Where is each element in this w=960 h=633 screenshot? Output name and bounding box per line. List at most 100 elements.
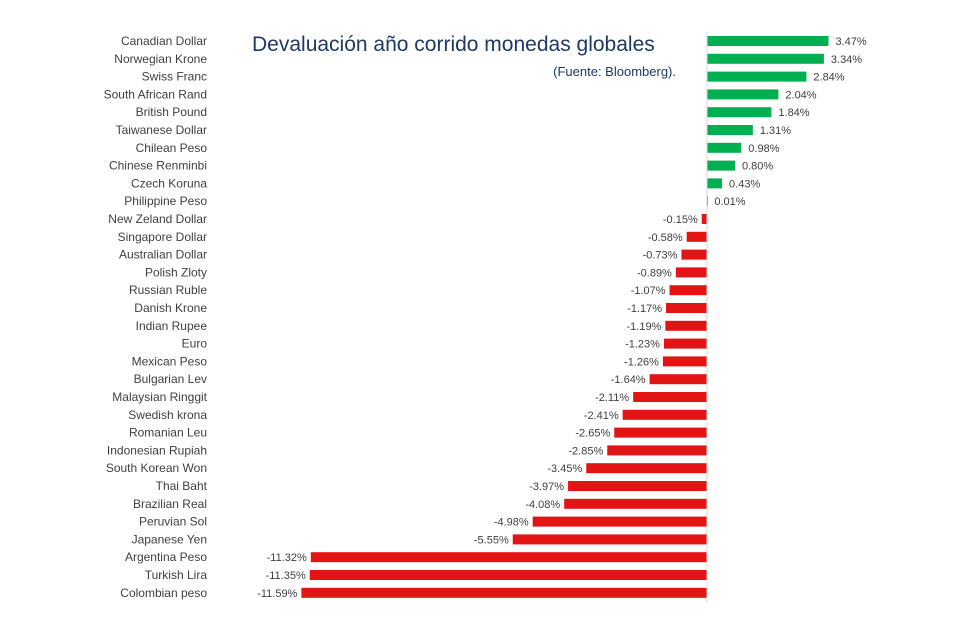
bar-argentina-peso bbox=[310, 552, 707, 563]
category-labels: Canadian Dollar Norwegian Krone Swiss Fran… bbox=[104, 34, 208, 600]
bar-colombian-peso bbox=[301, 587, 707, 598]
category-label: Brazilian Real bbox=[133, 497, 207, 511]
value-labels: 3.47% 3.34% 2.84% 2.04% 1.84% 1.31% 0.98% 0.80%… bbox=[257, 36, 867, 600]
bar-japanese-yen bbox=[512, 534, 707, 545]
bar-british-pound bbox=[707, 107, 772, 118]
category-label: Bulgarian Lev bbox=[134, 372, 207, 386]
data-label: -0.58% bbox=[648, 232, 683, 244]
category-label: Thai Baht bbox=[156, 479, 208, 493]
data-label: -4.98% bbox=[494, 517, 529, 529]
bar-thai-baht bbox=[568, 481, 707, 491]
data-label: -3.45% bbox=[547, 463, 582, 475]
category-label: Malaysian Ringgit bbox=[112, 390, 207, 404]
bar-indonesian-rupiah bbox=[607, 445, 707, 456]
category-label: Swedish krona bbox=[128, 408, 207, 422]
bar-swiss-franc bbox=[707, 71, 807, 82]
bar-new-zeland-dollar bbox=[701, 214, 707, 224]
category-label: South Korean Won bbox=[106, 461, 207, 475]
data-label: 0.01% bbox=[714, 196, 745, 208]
chart-subtitle: (Fuente: Bloomberg). bbox=[553, 64, 676, 79]
bar-chilean-peso bbox=[707, 142, 742, 153]
data-label: -1.64% bbox=[611, 374, 646, 386]
category-label: Philippine Peso bbox=[124, 194, 207, 208]
data-label: -2.65% bbox=[575, 428, 610, 440]
bar-polish-zloty bbox=[675, 267, 707, 278]
bar-mexican-peso bbox=[662, 356, 707, 367]
category-label: Chinese Renminbi bbox=[109, 159, 207, 173]
category-label: Polish Zloty bbox=[145, 265, 207, 279]
category-label: British Pound bbox=[136, 105, 207, 119]
bar-canadian-dollar bbox=[707, 36, 829, 46]
bar-malaysian-ringgit bbox=[633, 392, 707, 402]
data-label: -0.15% bbox=[663, 214, 698, 226]
bar-south-african-rand bbox=[707, 89, 779, 100]
data-label: -0.89% bbox=[637, 267, 672, 279]
bar-norwegian-krone bbox=[707, 53, 824, 64]
data-label: 2.04% bbox=[785, 89, 816, 101]
category-label: Taiwanese Dollar bbox=[116, 123, 207, 137]
category-label: Peruvian Sol bbox=[139, 515, 207, 529]
bar-russian-ruble bbox=[669, 285, 707, 296]
category-label: Swiss Franc bbox=[142, 70, 207, 84]
data-label: -1.17% bbox=[627, 303, 662, 315]
category-label: Romanian Leu bbox=[129, 426, 207, 440]
data-label: -1.19% bbox=[626, 321, 661, 333]
data-label: -4.08% bbox=[525, 499, 560, 511]
category-label: South African Rand bbox=[104, 87, 207, 101]
bar-turkish-lira bbox=[309, 570, 707, 580]
data-label: -5.55% bbox=[474, 534, 509, 546]
data-label: -2.41% bbox=[584, 410, 619, 422]
category-label: Russian Ruble bbox=[129, 283, 207, 297]
data-label: 3.34% bbox=[831, 54, 862, 66]
category-label: Canadian Dollar bbox=[121, 34, 207, 48]
data-label: 3.47% bbox=[835, 36, 866, 48]
category-label: Euro bbox=[182, 337, 208, 351]
category-label: Singapore Dollar bbox=[118, 230, 207, 244]
category-label: Japanese Yen bbox=[132, 532, 207, 546]
category-label: Chilean Peso bbox=[136, 141, 208, 155]
bar-peruvian-sol bbox=[532, 516, 707, 527]
category-label: Australian Dollar bbox=[119, 248, 207, 262]
category-label: Mexican Peso bbox=[132, 354, 208, 368]
bar-chinese-renminbi bbox=[707, 160, 735, 171]
data-label: 2.84% bbox=[813, 72, 844, 84]
data-label: -1.07% bbox=[631, 285, 666, 297]
category-label: Czech Koruna bbox=[131, 176, 207, 190]
bar-brazilian-real bbox=[564, 498, 707, 509]
category-label: Indonesian Rupiah bbox=[107, 443, 207, 457]
bar-bulgarian-lev bbox=[649, 374, 707, 385]
bar-singapore-dollar bbox=[686, 231, 707, 242]
bar-euro bbox=[663, 338, 707, 349]
bar-south-korean-won bbox=[586, 463, 707, 474]
bar-swedish-krona bbox=[622, 409, 707, 420]
data-label: -1.26% bbox=[624, 356, 659, 368]
data-label: 0.98% bbox=[748, 143, 779, 155]
chart-title: Devaluación año corrido monedas globales bbox=[252, 33, 655, 56]
bar-danish-krone bbox=[666, 303, 707, 313]
bar-taiwanese-dollar bbox=[707, 125, 753, 135]
category-label: Norwegian Krone bbox=[114, 52, 207, 66]
data-label: -11.35% bbox=[266, 570, 306, 582]
bar-czech-koruna bbox=[707, 178, 723, 189]
bar-romanian-leu bbox=[614, 427, 707, 438]
category-label: Danish Krone bbox=[134, 301, 207, 315]
data-label: 0.43% bbox=[729, 178, 760, 190]
category-label: Turkish Lira bbox=[145, 568, 208, 582]
data-label: -2.11% bbox=[595, 392, 629, 404]
data-label: 1.84% bbox=[778, 107, 809, 119]
bar-group bbox=[301, 36, 829, 598]
category-label: Argentina Peso bbox=[125, 550, 207, 564]
bar-australian-dollar bbox=[681, 249, 707, 260]
category-label: Indian Rupee bbox=[136, 319, 208, 333]
data-label: -11.32% bbox=[267, 552, 307, 564]
data-label: 0.80% bbox=[742, 161, 773, 173]
data-label: -2.85% bbox=[568, 445, 603, 457]
category-label: Colombian peso bbox=[120, 586, 207, 600]
data-label: -0.73% bbox=[643, 250, 678, 262]
data-label: -1.23% bbox=[625, 339, 660, 351]
data-label: -11.59% bbox=[257, 588, 297, 600]
data-label: 1.31% bbox=[760, 125, 791, 137]
bar-indian-rupee bbox=[665, 320, 707, 331]
data-label: -3.97% bbox=[529, 481, 564, 493]
category-label: New Zeland Dollar bbox=[108, 212, 207, 226]
